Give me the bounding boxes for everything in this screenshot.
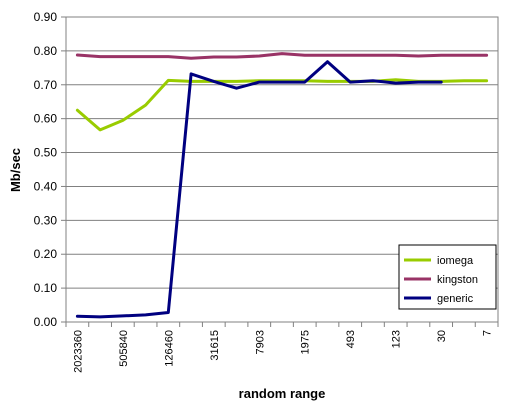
y-tick-label: 0.70 [34, 78, 58, 92]
x-tick-label: 126460 [163, 330, 175, 367]
series-line-generic [75, 60, 443, 319]
y-tick-label: 0.50 [34, 146, 58, 160]
series-line-kingston [75, 52, 489, 60]
x-tick-label: 31615 [209, 330, 221, 361]
y-tick-label: 0.60 [34, 112, 58, 126]
legend-label-iomega: iomega [437, 255, 474, 267]
y-tick-label: 0.20 [34, 247, 58, 261]
y-tick-label: 0.90 [34, 10, 58, 24]
x-axis-title: random range [239, 386, 326, 401]
legend-label-generic: generic [437, 293, 474, 305]
x-axis-ticks: 2023360 505840 126460 31615 7903 1975 493 123 30… [65, 322, 499, 373]
y-axis-ticks: 0.00 0.10 0.20 0.30 0.40 0.50 0.60 0.70 0.80 0.90 [34, 10, 66, 329]
series-lines [75, 52, 489, 319]
y-axis-title: Mb/sec [8, 148, 23, 192]
x-tick-label: 7903 [254, 330, 266, 354]
legend: iomega kingston generic [398, 244, 497, 310]
y-tick-label: 0.40 [34, 179, 58, 193]
y-tick-label: 0.00 [34, 315, 58, 329]
x-tick-label: 30 [436, 330, 448, 342]
y-tick-label: 0.80 [34, 44, 58, 58]
y-tick-label: 0.10 [34, 281, 58, 295]
x-tick-label: 7 [482, 330, 494, 336]
y-tick-label: 0.30 [34, 213, 58, 227]
legend-label-kingston: kingston [437, 274, 478, 286]
x-tick-label: 123 [391, 330, 403, 348]
x-tick-label: 2023360 [72, 330, 84, 373]
x-tick-label: 1975 [300, 330, 312, 354]
x-tick-label: 493 [345, 330, 357, 348]
x-tick-label: 505840 [118, 330, 130, 367]
